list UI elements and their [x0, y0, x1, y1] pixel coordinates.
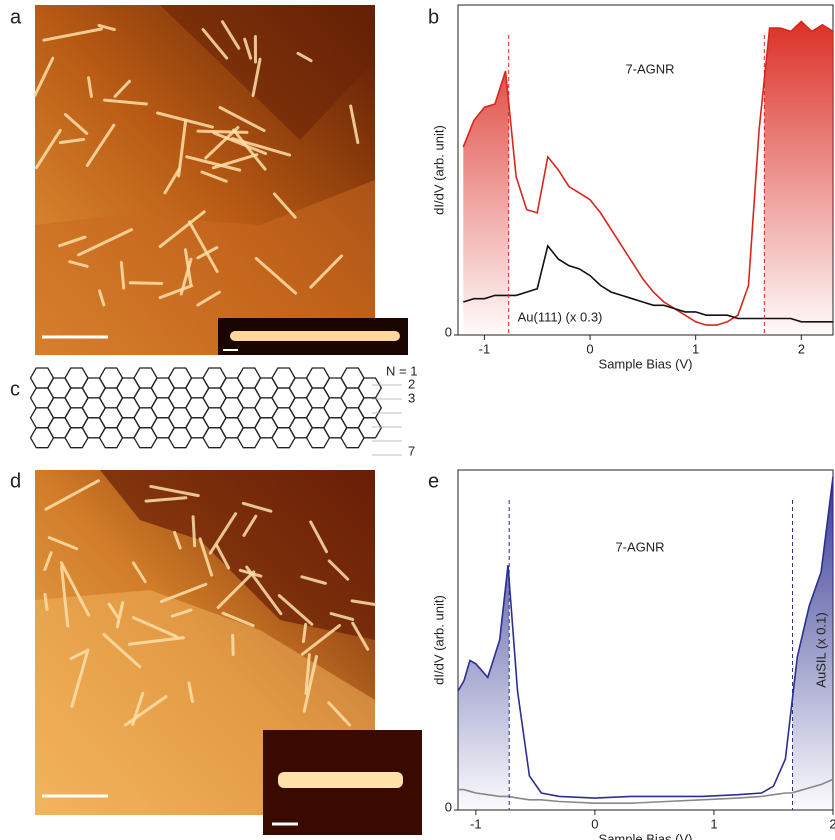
structure-label: 3	[408, 390, 415, 405]
nanoribbon	[198, 131, 247, 132]
series-label: 7-AGNR	[625, 61, 674, 76]
spectrum-line	[458, 779, 833, 803]
panel-label: b	[428, 6, 439, 28]
panel-label: a	[10, 6, 22, 28]
panel-label: e	[428, 470, 439, 492]
x-tick-label: 1	[692, 341, 699, 356]
x-tick-label: -1	[479, 341, 491, 356]
x-tick-label: -1	[470, 816, 482, 831]
hexagon	[358, 378, 381, 398]
x-tick-label: 2	[829, 816, 835, 831]
y-axis-label: dI/dV (arb. unit)	[431, 125, 446, 215]
spectrum-line	[458, 477, 833, 798]
x-tick-label: 1	[710, 816, 717, 831]
nanoribbon	[130, 283, 161, 284]
series-label: AuSIL (x 0.1)	[813, 612, 828, 687]
molecule-structure	[31, 368, 403, 455]
x-axis-label: Sample Bias (V)	[599, 356, 693, 371]
y-axis-label: dI/dV (arb. unit)	[431, 595, 446, 685]
figure: a b c d e N = 1 2 3 7 7-AGNRAu(111) (x 0…	[0, 0, 835, 840]
x-axis-label: Sample Bias (V)	[599, 831, 693, 840]
x-tick-label: 0	[586, 341, 593, 356]
y-tick-label: 0	[445, 799, 452, 814]
nanoribbon	[45, 594, 47, 609]
panel-label: d	[10, 470, 21, 492]
panel-label: c	[10, 378, 20, 400]
structure-label: 7	[408, 443, 415, 458]
hexagon	[358, 398, 381, 418]
nanoribbon	[233, 635, 234, 654]
hexagon	[358, 418, 381, 438]
series-label: 7-AGNR	[615, 539, 664, 554]
series-label: Au(111) (x 0.3)	[518, 309, 603, 324]
structure-label: 2	[408, 376, 415, 391]
y-tick-label: 0	[445, 324, 452, 339]
x-tick-label: 2	[798, 341, 805, 356]
nanoribbon	[193, 517, 195, 546]
x-tick-label: 0	[591, 816, 598, 831]
